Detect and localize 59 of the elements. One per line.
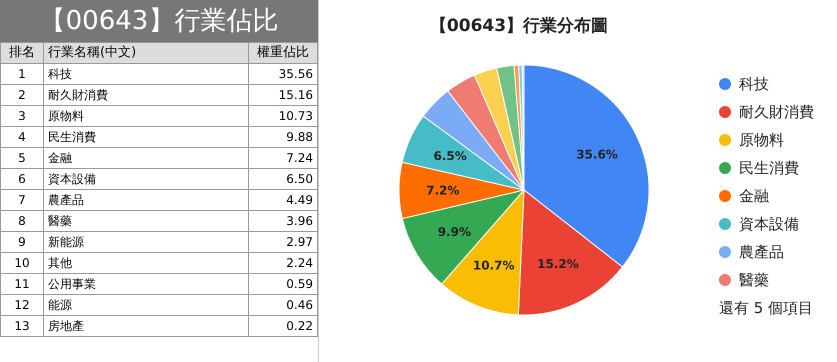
text: 3.96 [248, 210, 318, 232]
text: 15.16 [248, 84, 318, 106]
legend-label: 耐久財消費 [738, 102, 814, 122]
text: 9.88 [248, 126, 318, 148]
legend-label: 資本設備 [738, 214, 800, 234]
text: 0.59 [248, 274, 318, 294]
text: 6 [0, 168, 44, 190]
chart-title: 【00643】行業分布圖 [428, 15, 610, 37]
text: 權重佔比 [248, 42, 318, 64]
text: 資本設備 [44, 168, 248, 190]
text: 1 [0, 64, 44, 84]
text: 【00643】行業佔比 [0, 0, 318, 42]
text: 還有 5 個項目 [719, 298, 814, 319]
text: 0.22 [248, 316, 318, 336]
text: 7.24 [248, 148, 318, 168]
text: 農產品 [44, 190, 248, 210]
text: 9 [0, 232, 44, 252]
text: 7 [0, 190, 44, 210]
text: 耐久財消費 [44, 84, 248, 106]
legend-label: 原物料 [738, 130, 785, 150]
text: 8 [0, 210, 44, 232]
text: 6.50 [248, 168, 318, 190]
data-label: 35.6% [576, 147, 618, 162]
data-label: 9.9% [438, 224, 471, 239]
legend-label: 科技 [738, 74, 770, 94]
text: 3 [0, 106, 44, 126]
text: 科技 [44, 64, 248, 84]
text: 排名 [0, 42, 44, 64]
text: 0.46 [248, 294, 318, 316]
text: 10 [0, 252, 44, 274]
text: 其他 [44, 252, 248, 274]
legend-label: 民生消費 [738, 158, 800, 178]
legend-label: 金融 [738, 186, 770, 206]
text: 原物料 [44, 106, 248, 126]
text: 13 [0, 316, 44, 336]
data-label: 7.2% [426, 183, 460, 198]
legend-label: 醫藥 [738, 270, 770, 290]
text: 2.24 [248, 252, 318, 274]
text: 11 [0, 274, 44, 294]
text: 公用事業 [44, 274, 248, 294]
text: 4.49 [248, 190, 318, 210]
text: 12 [0, 294, 44, 316]
text: 醫藥 [44, 210, 248, 232]
data-label: 15.2% [537, 256, 579, 271]
data-label: 10.7% [472, 258, 515, 272]
text: 35.56 [248, 64, 318, 84]
text: 2.97 [248, 232, 318, 252]
text: 行業名稱(中文) [44, 42, 248, 64]
legend-label: 農產品 [738, 242, 785, 262]
text: 民生消費 [44, 126, 248, 148]
text: 2 [0, 84, 44, 106]
text: 能源 [44, 294, 248, 316]
text: 5 [0, 148, 44, 168]
text: 房地產 [44, 316, 248, 336]
text: 金融 [44, 148, 248, 168]
data-label: 6.5% [433, 149, 467, 164]
text: 新能源 [44, 232, 248, 252]
text: 4 [0, 126, 44, 148]
text: 10.73 [248, 106, 318, 126]
